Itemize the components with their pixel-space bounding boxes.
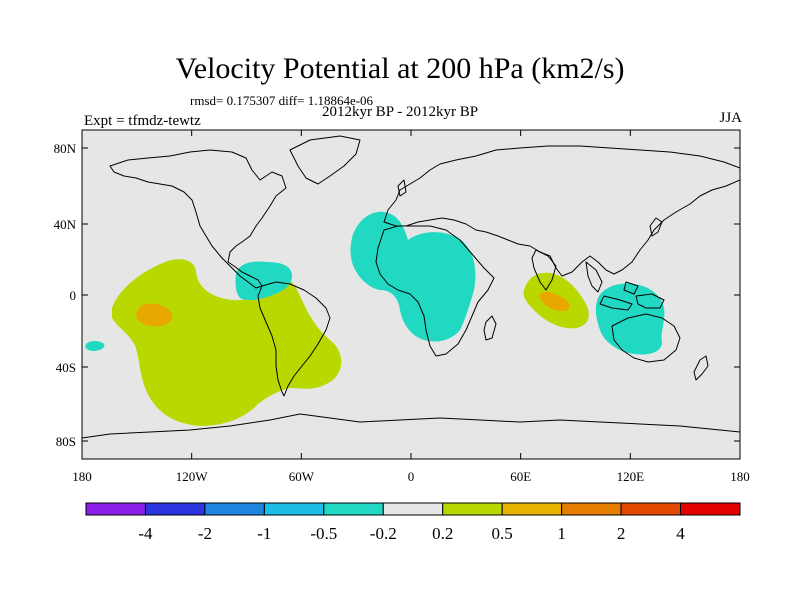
lat-tick-label: 40N xyxy=(54,217,77,232)
colorbar-swatch xyxy=(501,502,563,516)
region-pacific-core xyxy=(136,303,173,327)
lon-tick-label: 180 xyxy=(72,469,92,484)
lat-tick-label: 80S xyxy=(56,434,76,449)
coast-north-america xyxy=(109,149,287,289)
lon-tick-label: 120E xyxy=(617,469,645,484)
season-label: JJA xyxy=(719,110,742,126)
colorbar-swatch xyxy=(680,502,741,516)
lat-tick-label: 0 xyxy=(70,288,77,303)
lat-tick-label: 80N xyxy=(54,141,77,156)
lat-tick-label: 40S xyxy=(56,360,76,375)
experiment-label: Expt = tfmdz-tewtz xyxy=(84,113,201,129)
colorbar-label: 0.2 xyxy=(432,524,453,543)
region-caribbean-negative xyxy=(235,261,292,301)
coast-africa xyxy=(375,225,495,357)
region-maritime-continent-negative xyxy=(595,283,665,355)
colorbar-swatch xyxy=(85,502,146,516)
colorbar-label: -0.5 xyxy=(310,524,337,543)
colorbar-label: 2 xyxy=(617,524,626,543)
colorbar-swatch xyxy=(620,502,682,516)
coast-antarctica xyxy=(82,413,740,439)
coast-greenland xyxy=(289,135,361,185)
coastlines xyxy=(82,135,740,439)
colorbar-label: 4 xyxy=(676,524,685,543)
coast-eurasia xyxy=(383,145,740,277)
colorbar-swatch xyxy=(382,502,444,516)
colorbar-label: -2 xyxy=(198,524,212,543)
coast-uk xyxy=(397,179,407,197)
colorbar-swatch xyxy=(204,502,265,516)
colorbar-label: -1 xyxy=(257,524,271,543)
colorbar-swatch xyxy=(323,502,384,516)
region-africa-negative xyxy=(350,211,476,342)
region-south-pacific-negative-small xyxy=(85,341,105,351)
coast-australia xyxy=(611,313,681,363)
colorbar-swatch xyxy=(561,502,622,516)
coast-madagascar xyxy=(483,315,497,341)
lon-tick-label: 180 xyxy=(730,469,750,484)
anomaly-field xyxy=(82,135,740,439)
coast-southeast-asia xyxy=(585,261,665,311)
lon-tick-label: 0 xyxy=(408,469,415,484)
lon-tick-label: 60W xyxy=(289,469,315,484)
axis-tick-labels: 180 120W 60W 0 60E 120E 180 80N 40N 0 40S 80S xyxy=(54,141,750,484)
colorbar-label: -0.2 xyxy=(370,524,397,543)
colorbar xyxy=(85,502,741,516)
colorbar-label: -4 xyxy=(138,524,153,543)
lon-tick-label: 120W xyxy=(176,469,209,484)
coast-india xyxy=(531,249,557,291)
colorbar-labels: -4 -2 -1 -0.5 -0.2 0.2 0.5 1 2 4 xyxy=(138,524,685,543)
axis-ticks xyxy=(81,130,741,459)
subtitle: 2012kyr BP - 2012kyr BP xyxy=(321,104,479,120)
colorbar-swatch xyxy=(144,502,206,516)
lon-tick-label: 60E xyxy=(510,469,531,484)
page-title: Velocity Potential at 200 hPa (km2/s) xyxy=(175,52,625,85)
coast-new-zealand xyxy=(693,355,709,381)
colorbar-label: 1 xyxy=(557,524,566,543)
coast-south-america xyxy=(257,281,331,397)
region-eastern-pacific-positive xyxy=(112,259,342,426)
stats-text: rmsd= 0.175307 diff= 1.18864e-06 xyxy=(190,93,374,108)
colorbar-swatch xyxy=(442,502,503,516)
coast-japan xyxy=(649,217,663,237)
colorbar-swatch xyxy=(263,502,325,516)
colorbar-label: 0.5 xyxy=(492,524,513,543)
region-indian-ocean-core xyxy=(539,291,570,311)
